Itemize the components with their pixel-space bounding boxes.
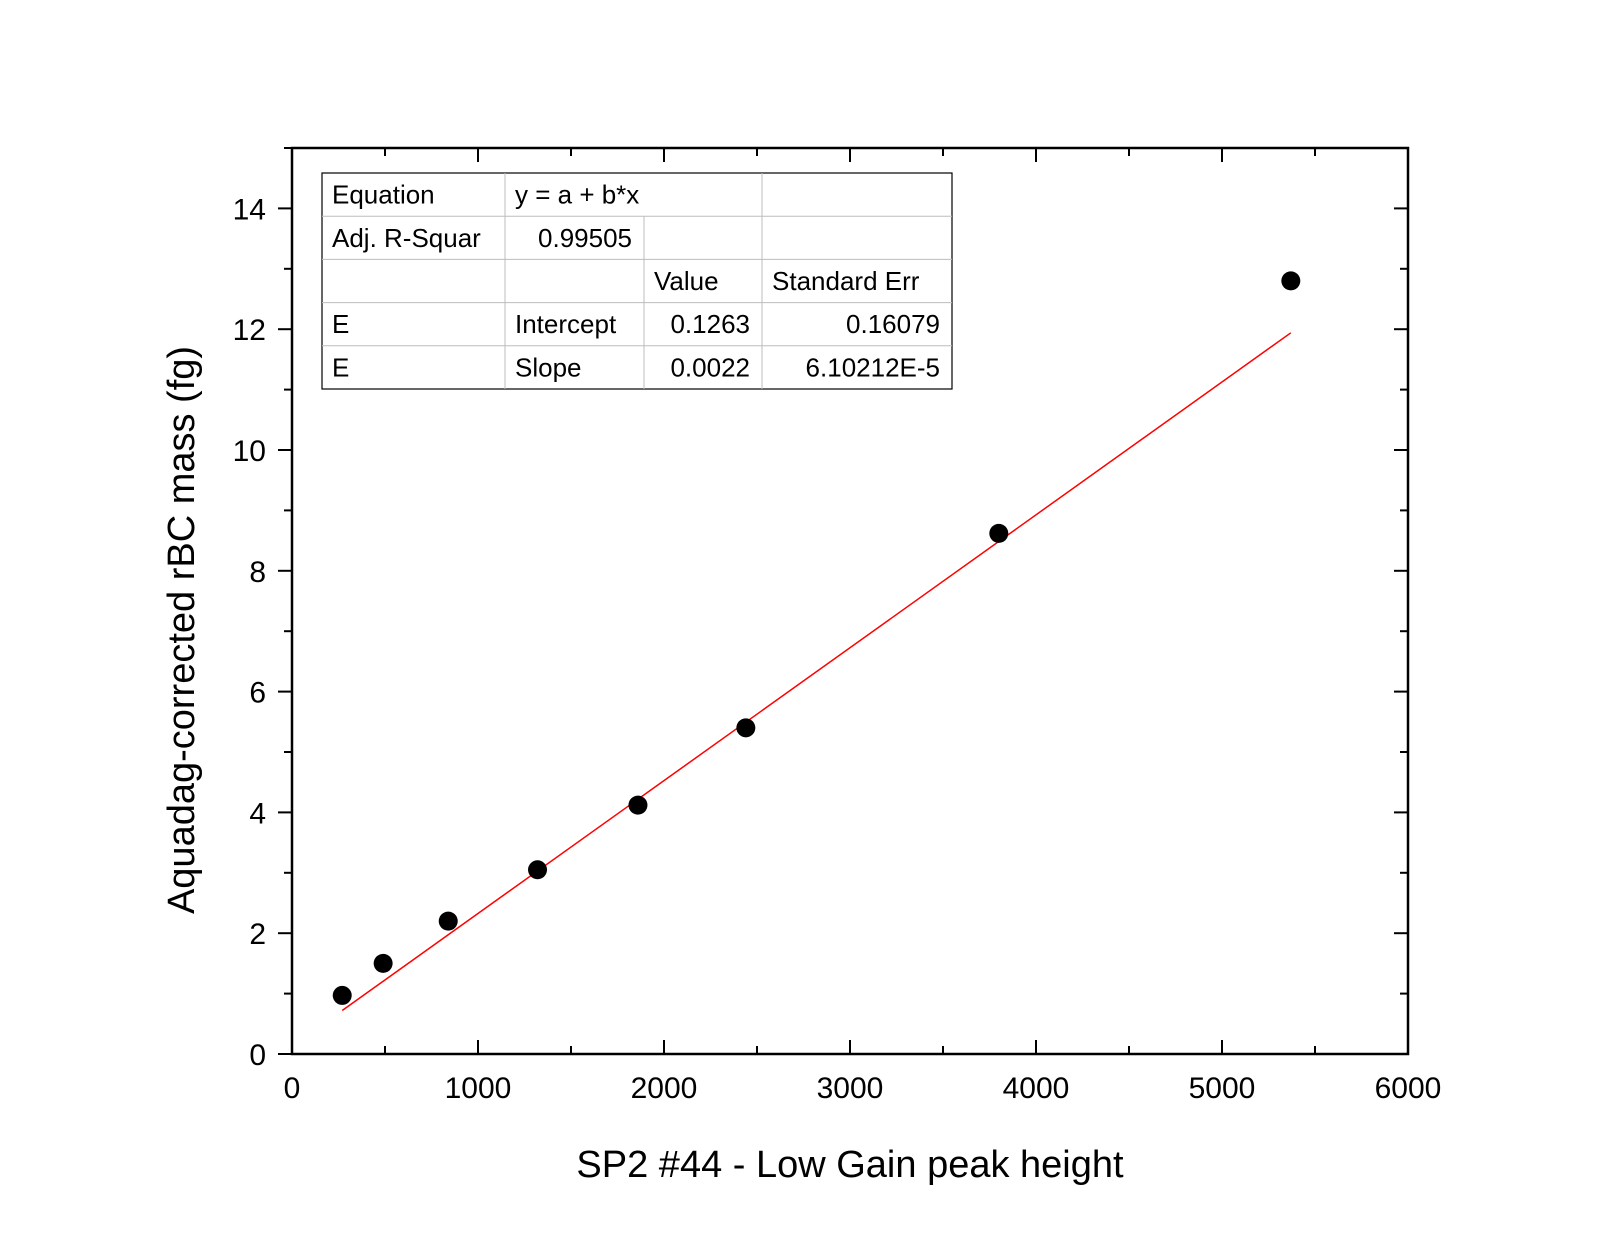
x-tick-label: 5000 <box>1189 1072 1256 1105</box>
y-tick-label: 14 <box>233 193 266 226</box>
table-cell: E <box>332 309 349 339</box>
x-tick-label: 4000 <box>1003 1072 1070 1105</box>
table-cell: 0.16079 <box>846 309 940 339</box>
table-cell: E <box>332 352 349 382</box>
y-tick-label: 8 <box>249 556 266 589</box>
y-tick-label: 0 <box>249 1039 266 1072</box>
x-tick-label: 1000 <box>445 1072 512 1105</box>
table-cell: Value <box>654 266 719 296</box>
y-tick-label: 12 <box>233 314 266 347</box>
data-point <box>438 911 458 931</box>
data-point <box>736 718 756 738</box>
data-point <box>528 860 548 880</box>
data-point <box>332 985 352 1005</box>
y-tick-label: 2 <box>249 918 266 951</box>
y-tick-label: 6 <box>249 677 266 710</box>
table-cell: 0.1263 <box>670 309 750 339</box>
table-cell: Standard Err <box>772 266 920 296</box>
x-tick-label: 3000 <box>817 1072 884 1105</box>
fit-line <box>341 332 1292 1012</box>
table-cell: Adj. R-Squar <box>332 223 481 253</box>
table-cell: Intercept <box>515 309 617 339</box>
data-point <box>1281 271 1301 291</box>
x-tick-label: 0 <box>284 1072 301 1105</box>
data-point <box>373 953 393 973</box>
tick-labels: 0 1000 2000 3000 4000 5000 6000 0 2 4 6 8 10 12 14 <box>233 193 1442 1105</box>
table-cell: 6.10212E-5 <box>806 352 940 382</box>
fit-results-table: Equation y = a + b*x Adj. R-Squar 0.99505 Va… <box>321 172 953 390</box>
data-point <box>989 523 1009 543</box>
table-cell: Equation <box>332 180 435 210</box>
table-cell: Slope <box>515 352 582 382</box>
table-border <box>321 172 953 390</box>
table-cell: y = a + b*x <box>515 180 639 210</box>
y-axis-title: Aquadag-corrected rBC mass (fg) <box>161 346 203 914</box>
axis-ticks <box>278 147 1409 1055</box>
table-cell: 0.99505 <box>538 223 632 253</box>
y-tick-label: 4 <box>249 797 266 830</box>
data-point <box>628 795 648 815</box>
x-tick-label: 2000 <box>631 1072 698 1105</box>
x-axis-title: SP2 #44 - Low Gain peak height <box>576 1144 1124 1186</box>
y-tick-label: 10 <box>233 435 266 468</box>
fit-line-layer <box>341 332 1292 1012</box>
points-layer <box>332 271 1301 1005</box>
table-cell: 0.0022 <box>670 352 750 382</box>
x-tick-label: 6000 <box>1375 1072 1442 1105</box>
